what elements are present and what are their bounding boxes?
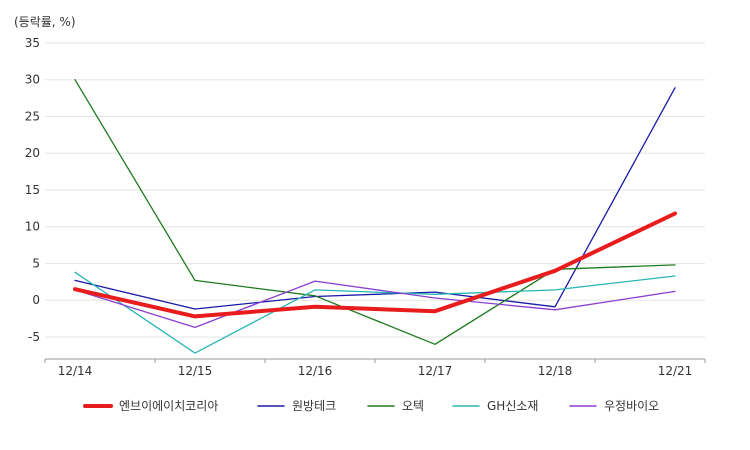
x-tick-label: 12/18: [538, 364, 573, 378]
y-tick-label: 0: [32, 293, 40, 307]
series-line-1: [74, 87, 676, 310]
y-tick-label: 10: [25, 220, 40, 234]
series-line-2: [74, 79, 676, 345]
legend-label-4: 우정바이오: [604, 399, 659, 413]
x-tick-label: 12/17: [418, 364, 453, 378]
x-tick-label: 12/14: [58, 364, 93, 378]
axis-layer: 35 30 25 20 15 10 5 0 -5 12/14 12/15 12/16 12/17 12/1…: [25, 36, 706, 378]
y-tick-label: 20: [25, 146, 40, 160]
x-tick-label: 12/16: [298, 364, 333, 378]
legend-label-0: 엔브이에이치코리아: [119, 399, 218, 413]
legend: 엔브이에이치코리아 원방테크 오텍 GH신소재 우정바이오: [83, 399, 659, 413]
y-unit-label: (등락률, %): [14, 15, 76, 29]
x-tick-label: 12/21: [658, 364, 693, 378]
y-tick-label: 35: [25, 36, 40, 50]
y-tick-label: 5: [32, 256, 40, 270]
series-line-4: [74, 280, 676, 329]
series-line-0: [73, 211, 677, 319]
legend-label-3: GH신소재: [487, 399, 538, 413]
y-tick-label: -5: [28, 330, 40, 344]
legend-label-2: 오텍: [402, 399, 424, 413]
legend-label-1: 원방테크: [292, 399, 336, 413]
series-line-3: [74, 271, 676, 354]
x-tick-label: 12/15: [178, 364, 213, 378]
y-tick-label: 15: [25, 183, 40, 197]
series-layer: [73, 79, 677, 354]
grid-layer: [45, 42, 705, 338]
y-tick-label: 30: [25, 73, 40, 87]
y-tick-label: 25: [25, 109, 40, 123]
